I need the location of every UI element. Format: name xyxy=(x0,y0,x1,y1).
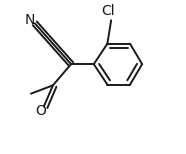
Text: N: N xyxy=(25,13,35,27)
Text: O: O xyxy=(35,104,46,118)
Text: Cl: Cl xyxy=(101,4,115,18)
